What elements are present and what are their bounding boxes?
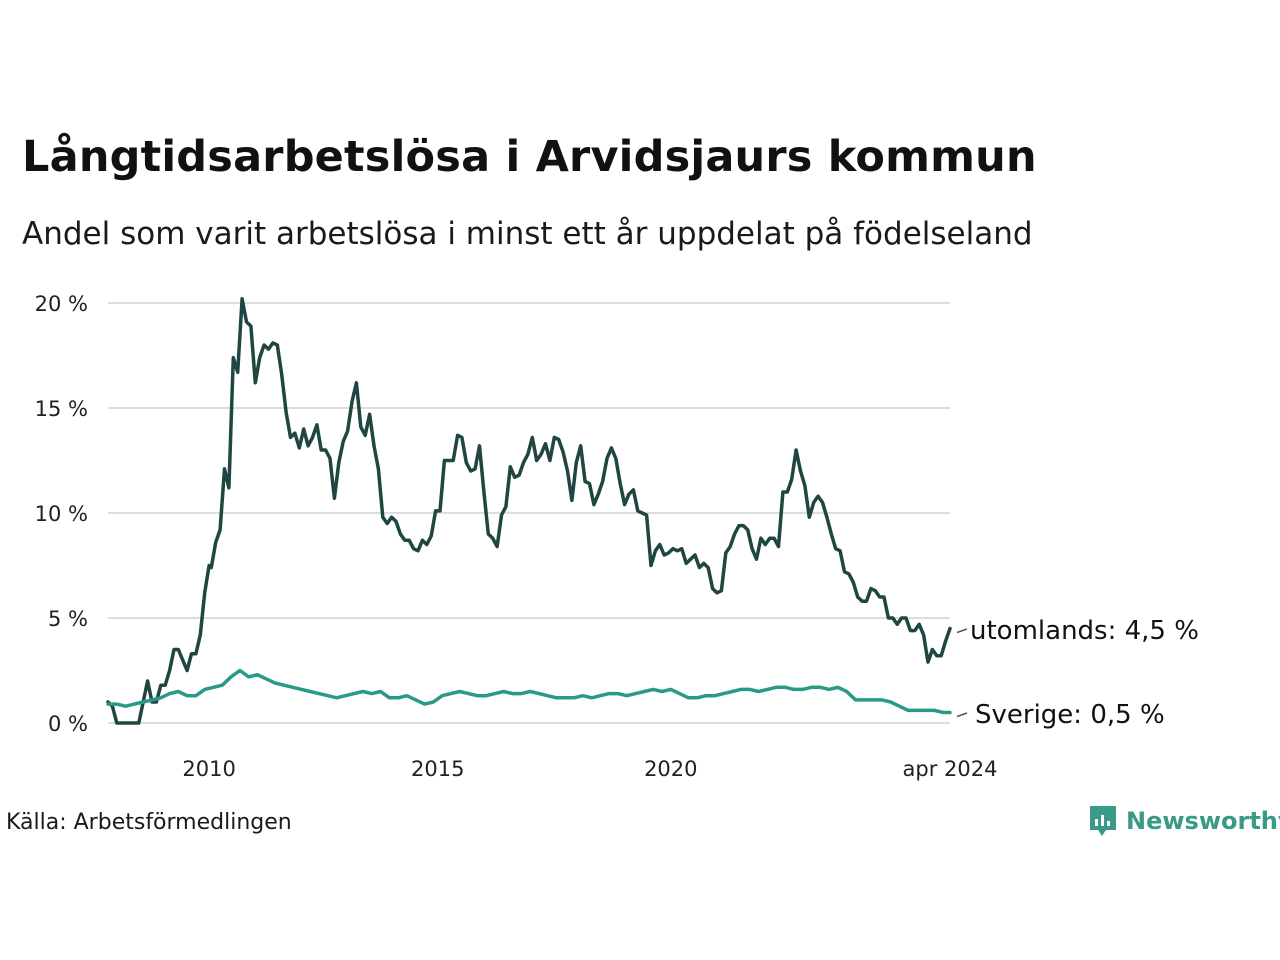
newsworthy-logo-icon bbox=[1090, 806, 1116, 836]
y-tick-label: 5 % bbox=[48, 607, 88, 631]
source-note: Källa: Arbetsförmedlingen bbox=[6, 810, 292, 835]
chart-subtitle: Andel som varit arbetslösa i minst ett å… bbox=[22, 216, 1033, 252]
y-tick-label: 20 % bbox=[35, 292, 88, 316]
label-connector bbox=[956, 712, 968, 718]
y-tick-label: 15 % bbox=[35, 397, 88, 421]
series-line-sverige bbox=[106, 668, 952, 715]
label-connector bbox=[956, 628, 968, 634]
x-tick-label: apr 2024 bbox=[903, 757, 998, 781]
x-tick-label: 2010 bbox=[182, 757, 235, 781]
x-tick-label: 2015 bbox=[411, 757, 464, 781]
y-axis-ticks: 0 % 5 % 10 % 15 % 20 % bbox=[35, 292, 88, 736]
brand-logo: Newsworthy bbox=[1088, 804, 1280, 838]
series-line-utomlands bbox=[106, 297, 952, 725]
x-tick-label: 2020 bbox=[644, 757, 697, 781]
x-axis-ticks: 2010 2015 2020 apr 2024 bbox=[182, 757, 997, 781]
series-labels: utomlands: 4,5 % Sverige: 0,5 % bbox=[956, 616, 1199, 730]
y-tick-label: 10 % bbox=[35, 502, 88, 526]
series-end-label: utomlands: 4,5 % bbox=[970, 616, 1199, 646]
series-end-label: Sverige: 0,5 % bbox=[975, 700, 1165, 730]
brand-name: Newsworthy bbox=[1126, 807, 1280, 835]
y-tick-label: 0 % bbox=[48, 712, 88, 736]
chart-title: Långtidsarbetslösa i Arvidsjaurs kommun bbox=[22, 132, 1037, 182]
series-lines bbox=[106, 297, 952, 725]
